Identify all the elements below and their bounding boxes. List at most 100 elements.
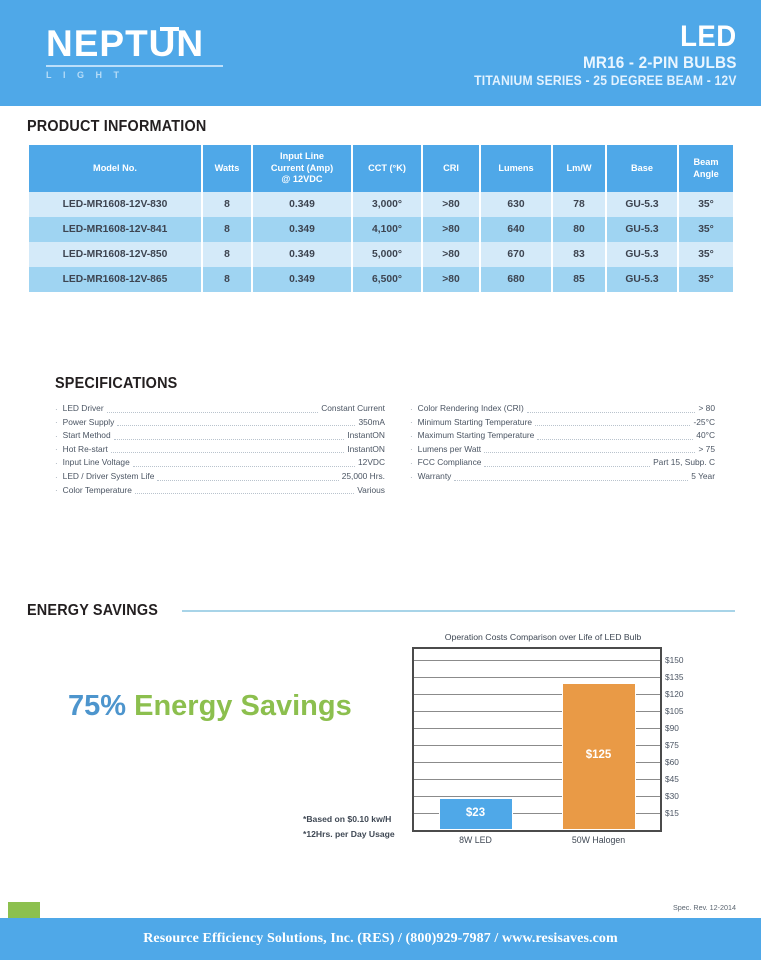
- chart-y-tick-label: $120: [665, 689, 684, 700]
- page-header: NEPTUN LIGHT LED MR16 - 2-PIN BULBS TITA…: [0, 0, 761, 106]
- chart-gridline: [414, 796, 660, 798]
- table-cell: 0.349: [253, 242, 351, 267]
- table-column-header: Base: [607, 145, 677, 192]
- spec-revision: Spec. Rev. 12-2014: [673, 903, 736, 912]
- note-usage-basis: *12Hrs. per Day Usage: [303, 829, 395, 840]
- table-column-header: CCT (°K): [353, 145, 421, 192]
- specification-row: · LED Driver Constant Current: [55, 402, 385, 416]
- bullet-icon: ·: [55, 445, 58, 455]
- table-cell: LED-MR1608-12V-830: [29, 192, 201, 217]
- chart-x-tick-label: 50W Halogen: [571, 835, 626, 845]
- table-column-header: Watts: [203, 145, 251, 192]
- table-cell: >80: [423, 242, 479, 267]
- table-cell: 5,000°: [353, 242, 421, 267]
- chart-bar: $125: [561, 682, 636, 830]
- table-cell: 85: [553, 267, 605, 292]
- table-cell: 640: [481, 217, 551, 242]
- leader-dots: [157, 474, 339, 481]
- table-cell: LED-MR1608-12V-850: [29, 242, 201, 267]
- table-cell: 35°: [679, 217, 733, 242]
- logo-wordmark-text: NEPTUN: [46, 23, 205, 64]
- leader-dots: [454, 474, 689, 481]
- table-column-header: Lumens: [481, 145, 551, 192]
- chart-gridline: [414, 745, 660, 747]
- chart-gridline: [414, 694, 660, 696]
- energy-savings-heading: ENERGY SAVINGS: [27, 602, 159, 619]
- specification-value: InstantON: [347, 443, 385, 454]
- specifications-heading: SPECIFICATIONS: [55, 375, 178, 392]
- specification-value: Part 15, Subp. C: [653, 457, 715, 468]
- leader-dots: [526, 406, 696, 413]
- leader-dots: [132, 460, 355, 468]
- specifications-right-column: · Color Rendering Index (CRI) > 80 · Minimum…: [385, 402, 715, 497]
- leader-dots: [537, 433, 694, 440]
- logo-wordmark: NEPTUN: [46, 23, 205, 64]
- specification-value: Constant Current: [321, 403, 385, 413]
- chart-gridline: [414, 660, 660, 662]
- specification-value: 5 Year: [691, 471, 715, 482]
- leader-dots: [110, 446, 345, 454]
- chart-bar-value-label: $23: [465, 806, 486, 819]
- chart-y-tick-label: $60: [665, 757, 679, 768]
- bullet-icon: ·: [410, 418, 413, 428]
- specification-label: Lumens per Watt: [417, 443, 482, 454]
- table-cell: 35°: [679, 242, 733, 267]
- chart-x-tick-label: 8W LED: [459, 835, 492, 845]
- table-row: LED-MR1608-12V-830 8 0.349 3,000° >80 630 78 GU…: [29, 192, 733, 217]
- neptun-logo: NEPTUN LIGHT: [46, 23, 246, 80]
- leader-dots: [134, 487, 355, 495]
- specification-value: > 80: [698, 403, 715, 413]
- table-body: LED-MR1608-12V-830 8 0.349 3,000° >80 630 78 GU…: [29, 192, 733, 292]
- table-column-header: Lm/W: [553, 145, 605, 192]
- specification-label: Input Line Voltage: [62, 457, 130, 468]
- energy-savings-claim: 75% Energy Savings: [68, 690, 352, 723]
- specification-label: Color Temperature: [62, 484, 132, 495]
- chart-y-tick-label: $150: [665, 655, 684, 666]
- energy-savings-claim-text: Energy Savings: [134, 690, 352, 722]
- chart-title: Operation Costs Comparison over Life of …: [444, 632, 642, 642]
- table-cell: 8: [203, 242, 251, 267]
- table-cell: 35°: [679, 192, 733, 217]
- table-cell: 80: [553, 217, 605, 242]
- product-information-section: PRODUCT INFORMATION Model No. Watts Input …: [27, 118, 733, 292]
- specification-label: Maximum Starting Temperature: [417, 430, 535, 441]
- leader-dots: [117, 419, 356, 427]
- table-cell: 680: [481, 267, 551, 292]
- bullet-icon: ·: [55, 418, 58, 428]
- specifications-left-column: · LED Driver Constant Current · Power Supply…: [55, 402, 385, 497]
- chart-y-axis-labels: $15 $30 $45 $60 $75 $90 $105 $120 $135 $150: [662, 647, 702, 832]
- specification-label: Warranty: [417, 471, 452, 482]
- product-information-heading: PRODUCT INFORMATION: [27, 118, 207, 135]
- bullet-icon: ·: [410, 445, 413, 455]
- specification-value: -25°C: [693, 416, 715, 427]
- table-column-header: Beam Angle: [679, 145, 733, 192]
- specification-label: Minimum Starting Temperature: [417, 416, 533, 427]
- footer-contact-text: Resource Efficiency Solutions, Inc. (RES…: [143, 931, 618, 946]
- chart-y-tick-label: $75: [665, 740, 679, 751]
- specification-value: 25,000 Hrs.: [341, 471, 385, 482]
- note-cost-basis: *Based on $0.10 kw/H: [303, 814, 392, 824]
- table-cell: 630: [481, 192, 551, 217]
- bullet-icon: ·: [55, 472, 58, 482]
- chart-gridline: [414, 677, 660, 679]
- bullet-icon: ·: [410, 404, 413, 414]
- leader-dots: [484, 460, 651, 468]
- specification-row: · Color Rendering Index (CRI) > 80: [410, 402, 715, 416]
- bullet-icon: ·: [55, 404, 58, 414]
- chart-y-tick-label: $15: [665, 808, 679, 819]
- table-column-header: Model No.: [29, 145, 201, 192]
- bullet-icon: ·: [55, 459, 58, 469]
- table-row: LED-MR1608-12V-865 8 0.349 6,500° >80 680 85 GU…: [29, 267, 733, 292]
- chart-x-axis-labels: 8W LED 50W Halogen: [412, 835, 662, 851]
- specification-row: · Power Supply 350mA: [55, 416, 385, 430]
- table-cell: 83: [553, 242, 605, 267]
- table-cell: >80: [423, 267, 479, 292]
- table-cell: 8: [203, 217, 251, 242]
- specification-value: > 75: [698, 443, 715, 454]
- table-cell: GU-5.3: [607, 267, 677, 292]
- bullet-icon: ·: [410, 459, 413, 469]
- table-cell: 35°: [679, 267, 733, 292]
- table-cell: GU-5.3: [607, 217, 677, 242]
- specification-label: LED / Driver System Life: [62, 471, 155, 482]
- specification-label: Power Supply: [62, 416, 115, 427]
